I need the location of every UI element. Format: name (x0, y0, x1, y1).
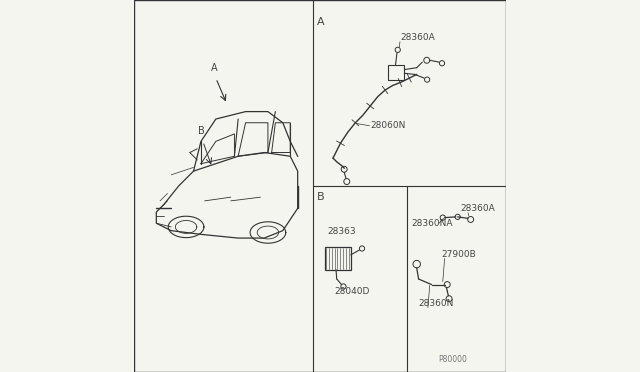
Text: 28360NA: 28360NA (411, 219, 452, 228)
Text: 28363: 28363 (328, 227, 356, 236)
Text: 28360N: 28360N (419, 299, 454, 308)
Text: A: A (317, 17, 324, 27)
Bar (388, 65, 404, 80)
Text: 28360A: 28360A (400, 33, 435, 42)
Text: 28060N: 28060N (370, 121, 406, 130)
Text: P80000: P80000 (438, 355, 467, 364)
Text: B: B (198, 126, 204, 136)
Bar (325, 247, 351, 270)
Text: 27900B: 27900B (441, 250, 476, 259)
Text: 28040D: 28040D (334, 287, 369, 296)
Text: B: B (317, 192, 324, 202)
Text: A: A (211, 62, 218, 73)
Text: 28360A: 28360A (461, 204, 495, 213)
